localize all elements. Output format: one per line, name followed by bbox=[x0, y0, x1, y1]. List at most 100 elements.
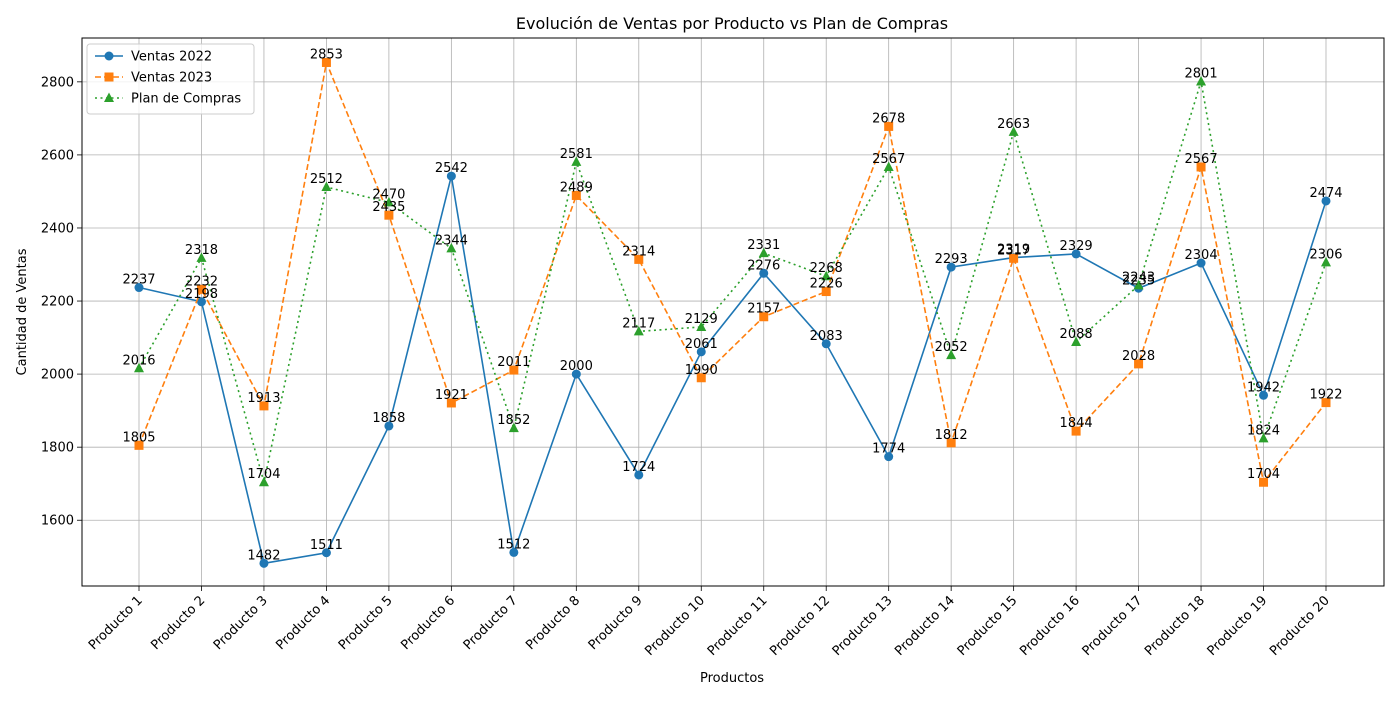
series-line bbox=[138, 59, 1327, 485]
data-point bbox=[1071, 249, 1081, 259]
data-point bbox=[1259, 390, 1269, 400]
data-point bbox=[321, 548, 331, 558]
data-point bbox=[1258, 432, 1269, 443]
data-label: 2028 bbox=[1122, 349, 1155, 364]
data-point bbox=[1321, 196, 1331, 206]
data-label: 2542 bbox=[435, 161, 468, 176]
data-point bbox=[258, 476, 269, 487]
data-label: 2237 bbox=[122, 273, 155, 288]
data-label: 1512 bbox=[497, 537, 530, 552]
data-point bbox=[1071, 336, 1082, 346]
data-label: 1511 bbox=[310, 538, 343, 553]
y-tick-label: 2600 bbox=[41, 148, 74, 163]
x-axis-label: Productos bbox=[700, 671, 764, 686]
data-point bbox=[134, 283, 144, 293]
data-point bbox=[571, 190, 581, 200]
data-label: 2489 bbox=[560, 180, 593, 195]
data-label: 2801 bbox=[1185, 66, 1218, 81]
data-point bbox=[321, 57, 331, 67]
data-point bbox=[446, 242, 457, 253]
data-point bbox=[1009, 253, 1019, 263]
data-label: 2581 bbox=[560, 147, 593, 162]
data-label: 2016 bbox=[122, 353, 155, 368]
y-tick-label: 1800 bbox=[41, 441, 74, 456]
data-label: 2061 bbox=[685, 337, 718, 352]
data-label: 2083 bbox=[810, 329, 843, 344]
data-label: 1990 bbox=[685, 363, 718, 378]
data-label: 2000 bbox=[560, 359, 593, 374]
y-tick-label: 2200 bbox=[41, 295, 74, 310]
series-line bbox=[138, 81, 1327, 483]
data-label: 2663 bbox=[997, 117, 1030, 132]
data-label: 1921 bbox=[435, 388, 468, 403]
data-label: 2243 bbox=[1122, 270, 1155, 285]
data-label: 2474 bbox=[1309, 186, 1342, 201]
data-point bbox=[384, 421, 394, 431]
data-point bbox=[821, 339, 831, 349]
data-label: 2344 bbox=[435, 233, 468, 248]
data-label: 2088 bbox=[1060, 327, 1093, 342]
legend-label: Ventas 2022 bbox=[131, 50, 212, 65]
data-label: 1922 bbox=[1309, 388, 1342, 403]
data-point bbox=[884, 121, 894, 131]
data-label: 2319 bbox=[997, 243, 1030, 258]
data-label: 2226 bbox=[810, 277, 843, 292]
data-point bbox=[1196, 162, 1206, 172]
y-tick-label: 1600 bbox=[41, 514, 74, 529]
legend-label: Ventas 2023 bbox=[131, 71, 212, 86]
data-point bbox=[196, 284, 206, 294]
plot-area-frame bbox=[81, 37, 1385, 587]
series-plan-de-compras bbox=[134, 75, 1331, 487]
data-label: 2268 bbox=[810, 261, 843, 276]
data-point bbox=[1196, 75, 1207, 86]
data-point bbox=[696, 347, 706, 357]
data-label: 1858 bbox=[372, 411, 405, 426]
data-point bbox=[821, 287, 831, 297]
data-label: 2853 bbox=[310, 47, 343, 62]
legend-marker bbox=[104, 51, 114, 61]
data-label: 2157 bbox=[747, 302, 780, 317]
data-point bbox=[696, 373, 706, 383]
legend-marker bbox=[104, 72, 114, 82]
data-point bbox=[696, 321, 707, 331]
data-point bbox=[259, 401, 269, 411]
y-axis: 1600 1800 2000 2200 2400 2600 2800 bbox=[41, 75, 82, 529]
legend: Ventas 2022 Ventas 2023 Plan de Compras bbox=[86, 43, 255, 115]
legend-marker bbox=[104, 92, 114, 102]
data-label: 2470 bbox=[372, 187, 405, 202]
legend-item: Ventas 2023 bbox=[95, 71, 212, 86]
data-label: 1844 bbox=[1060, 416, 1093, 431]
data-point bbox=[571, 369, 581, 379]
data-label: 2318 bbox=[185, 243, 218, 258]
chart-title: Evolución de Ventas por Producto vs Plan… bbox=[516, 14, 948, 33]
data-point bbox=[758, 247, 769, 258]
data-label: 2567 bbox=[1185, 152, 1218, 167]
data-point bbox=[1321, 398, 1331, 408]
y-tick-label: 2800 bbox=[41, 75, 74, 90]
data-point bbox=[634, 470, 644, 480]
data-label: 1852 bbox=[497, 413, 530, 428]
legend-item: Ventas 2022 bbox=[95, 50, 212, 65]
data-point bbox=[321, 181, 332, 192]
data-label: 1704 bbox=[247, 467, 280, 482]
data-point bbox=[134, 362, 144, 373]
data-label: 2435 bbox=[372, 200, 405, 215]
data-label: 2293 bbox=[935, 252, 968, 267]
data-point bbox=[1133, 279, 1144, 290]
data-point bbox=[196, 297, 206, 307]
data-point bbox=[759, 268, 769, 278]
data-label: 2304 bbox=[1185, 248, 1218, 263]
data-label: 2129 bbox=[685, 312, 718, 327]
data-point bbox=[1071, 426, 1081, 436]
data-point bbox=[446, 171, 456, 181]
data-label: 1942 bbox=[1247, 380, 1280, 395]
data-label: 1704 bbox=[1247, 467, 1280, 482]
data-point bbox=[633, 325, 644, 336]
data-label: 2314 bbox=[622, 244, 655, 259]
data-labels: 2237 2198 1482 1511 1858 2542 1512 2000 1724 2061… bbox=[122, 47, 1342, 563]
data-point bbox=[1321, 256, 1331, 267]
data-label: 2198 bbox=[185, 287, 218, 302]
data-point bbox=[134, 440, 144, 450]
data-point bbox=[571, 156, 582, 166]
